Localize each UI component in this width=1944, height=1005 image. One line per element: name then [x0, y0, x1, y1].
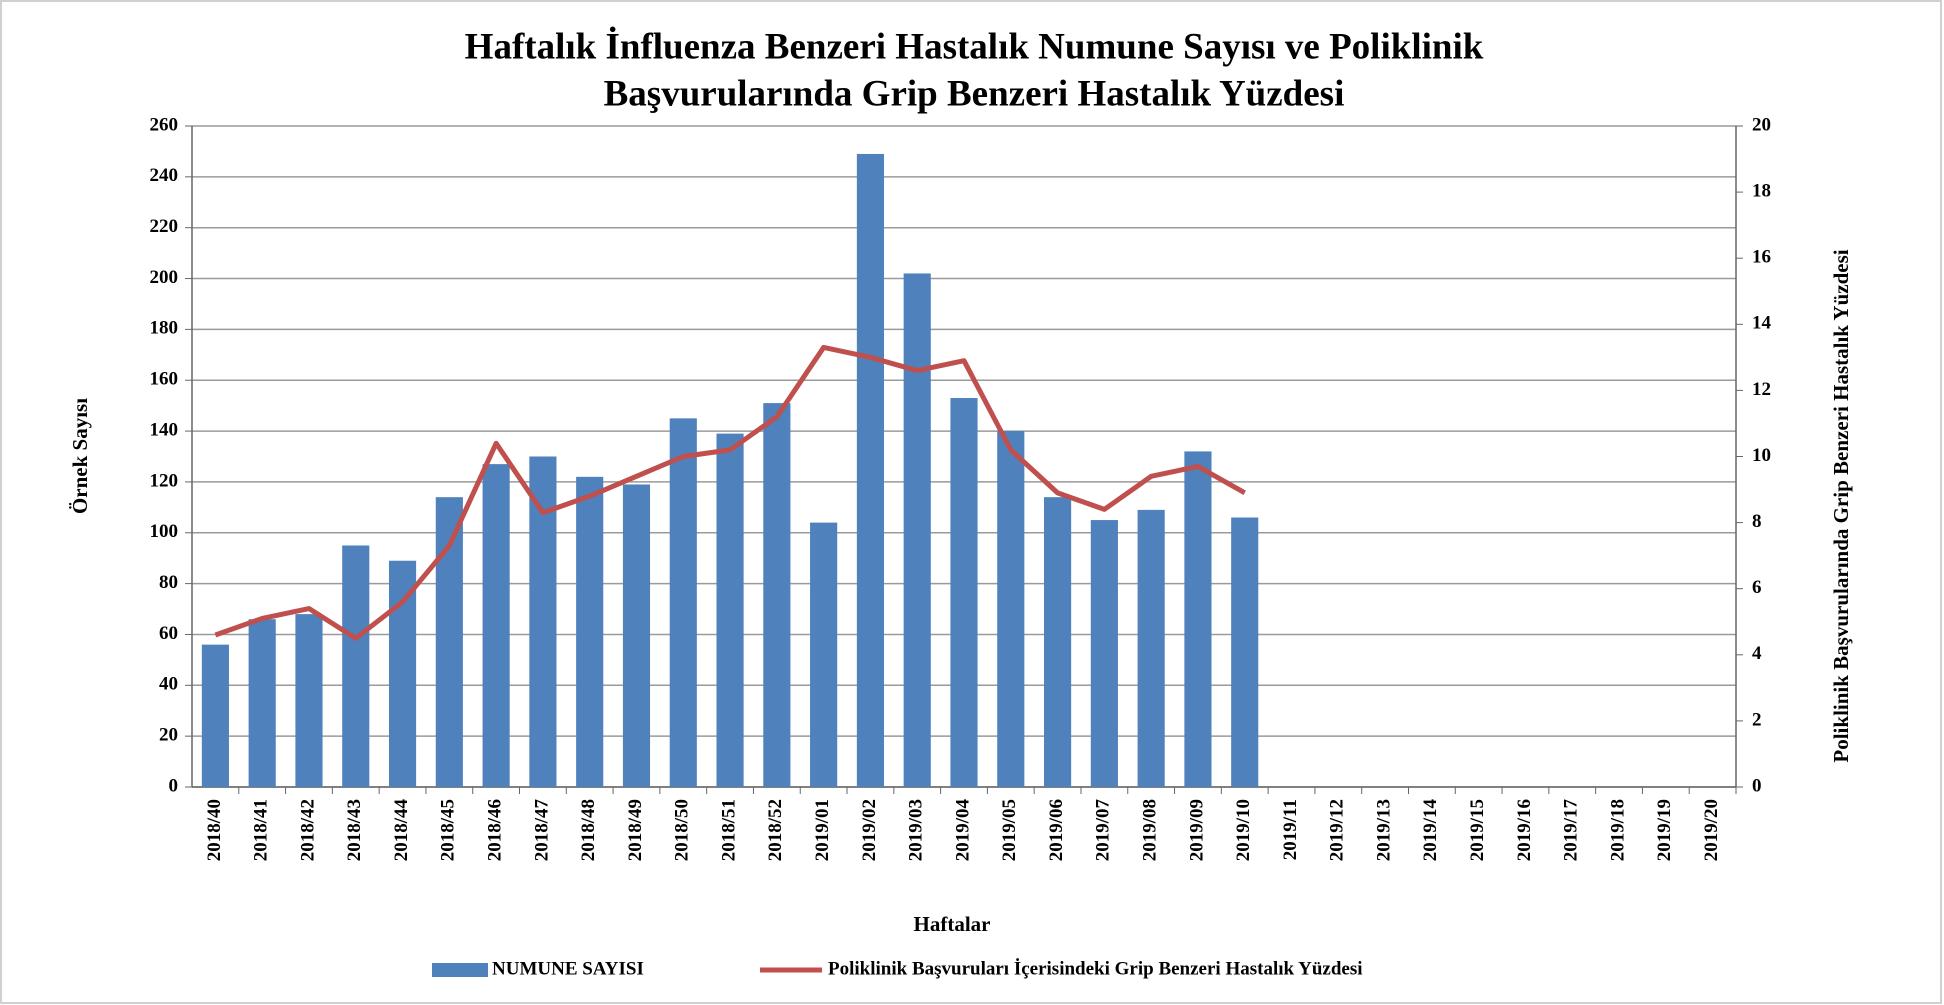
x-tick-label: 2019/19: [1654, 799, 1675, 861]
x-tick-label: 2018/44: [391, 799, 412, 862]
y-tick-label: 120: [150, 470, 179, 491]
x-tick-label: 2019/02: [859, 799, 880, 861]
x-tick-label: 2018/50: [672, 799, 693, 861]
x-tick-label: 2019/13: [1373, 799, 1394, 861]
y-tick-label: 180: [150, 318, 179, 339]
chart-subtitle: Başvurularında Grip Benzeri Hastalık Yüz…: [604, 73, 1345, 114]
y2-tick-label: 18: [1752, 180, 1771, 201]
bar: [482, 464, 510, 787]
bar: [1090, 520, 1118, 787]
y-tick-label: 100: [150, 521, 179, 542]
x-tick-label: 2019/16: [1514, 799, 1535, 861]
y2-tick-label: 12: [1752, 379, 1771, 400]
x-tick-label: 2019/07: [1093, 799, 1114, 862]
x-tick-label: 2019/20: [1701, 799, 1722, 861]
x-tick-label: 2019/11: [1280, 799, 1301, 860]
x-tick-label: 2019/03: [906, 799, 927, 861]
x-tick-label: 2019/14: [1420, 799, 1441, 862]
line: [214, 344, 1246, 641]
x-tick-label: 2019/15: [1467, 799, 1488, 861]
x-tick-label: 2018/43: [344, 799, 365, 861]
y-tick-label: 60: [159, 623, 178, 644]
y2-tick-label: 6: [1752, 577, 1762, 598]
x-tick-label: 2018/52: [765, 799, 786, 861]
bar: [763, 403, 791, 787]
x-tick-label: 2018/46: [484, 799, 505, 861]
x-tick-label: 2018/47: [531, 799, 552, 862]
bar: [576, 476, 604, 787]
bar: [342, 545, 370, 787]
chart-title: Haftalık İnfluenza Benzeri Hastalık Numu…: [465, 25, 1484, 67]
y-tick-label: 240: [150, 165, 179, 186]
bar: [950, 398, 978, 787]
bar: [295, 614, 323, 787]
x-tick-label: 2019/18: [1607, 799, 1628, 861]
x-tick-label: 2018/40: [204, 799, 225, 861]
y-tick-label: 160: [150, 369, 179, 390]
bar: [1044, 497, 1072, 787]
y-tick-label: 200: [150, 267, 179, 288]
bar: [997, 431, 1025, 787]
bar: [716, 433, 744, 787]
y2-tick-label: 4: [1752, 643, 1762, 664]
y2-tick-label: 10: [1752, 445, 1771, 466]
bar: [903, 273, 931, 787]
bar: [529, 456, 557, 787]
bar: [1137, 509, 1165, 787]
bar: [248, 619, 276, 787]
y2-tick-label: 14: [1752, 313, 1772, 334]
y-tick-label: 40: [159, 674, 178, 695]
bar: [622, 484, 651, 787]
y-tick-label: 0: [169, 775, 179, 796]
x-tick-label: 2019/04: [952, 799, 973, 862]
bar: [388, 560, 417, 787]
x-tick-label: 2019/10: [1233, 799, 1254, 861]
legend-label: Poliklinik Başvuruları İçerisindeki Grip…: [828, 958, 1363, 979]
bar: [1231, 517, 1259, 787]
y-axis-label: Örnek Sayısı: [68, 398, 92, 514]
bar: [810, 522, 838, 787]
y-tick-label: 140: [150, 419, 179, 440]
legend-swatch: [432, 963, 488, 977]
x-tick-label: 2019/05: [999, 799, 1020, 861]
y-tick-label: 260: [150, 114, 179, 135]
y-tick-label: 20: [159, 725, 178, 746]
x-tick-label: 2019/17: [1561, 799, 1582, 862]
y-tick-label: 220: [150, 216, 179, 237]
y2-tick-label: 2: [1752, 709, 1762, 730]
y2-axis-label: Poliklinik Başvurularında Grip Benzeri H…: [1829, 249, 1853, 762]
x-tick-label: 2019/06: [1046, 799, 1067, 861]
x-tick-label: 2018/49: [625, 799, 646, 861]
y2-tick-label: 0: [1752, 775, 1762, 796]
y2-tick-label: 16: [1752, 247, 1771, 268]
x-axis-label: Haftalar: [914, 912, 991, 936]
x-tick-label: 2018/48: [578, 799, 599, 861]
bar: [1184, 451, 1212, 787]
x-tick-label: 2018/51: [718, 799, 739, 861]
y2-tick-label: 8: [1752, 511, 1762, 532]
legend-label: NUMUNE SAYISI: [492, 958, 644, 979]
bar: [669, 418, 697, 787]
x-tick-label: 2019/08: [1140, 799, 1161, 861]
x-tick-label: 2019/09: [1186, 799, 1207, 861]
y-tick-label: 80: [159, 572, 178, 593]
x-tick-label: 2019/12: [1327, 799, 1348, 861]
x-tick-label: 2018/41: [251, 799, 272, 861]
x-tick-label: 2018/45: [438, 799, 459, 861]
bar: [201, 644, 229, 787]
bar: [856, 153, 884, 787]
x-tick-label: 2018/42: [297, 799, 318, 861]
y2-tick-label: 20: [1752, 114, 1771, 135]
x-tick-label: 2019/01: [812, 799, 833, 861]
